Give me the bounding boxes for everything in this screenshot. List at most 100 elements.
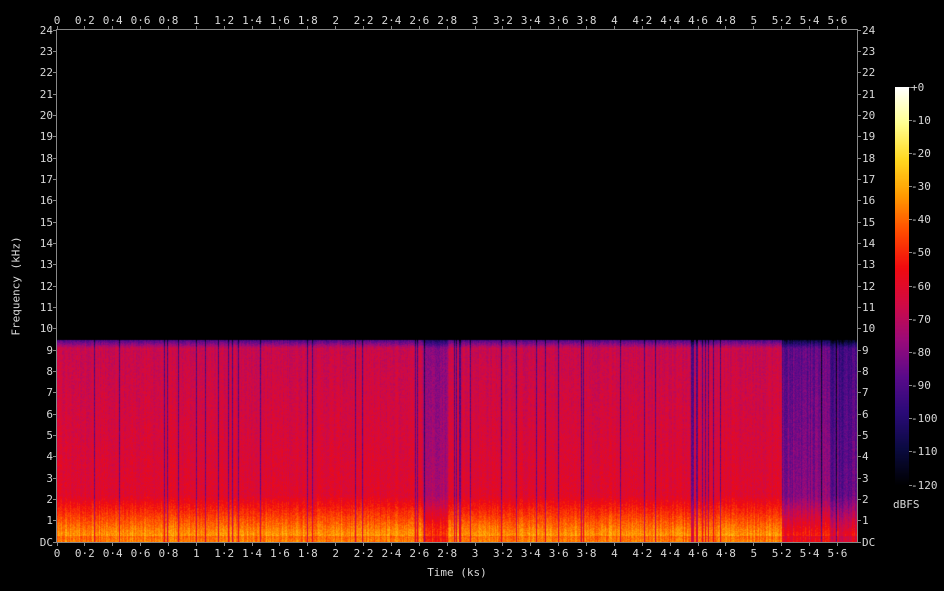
- y-tick-label-right: 4: [862, 450, 869, 464]
- x-tick-mark-top: [809, 26, 811, 30]
- y-tick-mark-left: [53, 541, 57, 543]
- x-tick-mark-top: [167, 26, 169, 30]
- x-tick-label-top: 4·6: [688, 14, 709, 27]
- y-tick-mark-left: [53, 328, 57, 330]
- y-tick-mark-right: [857, 72, 861, 74]
- y-tick-mark-left: [53, 306, 57, 308]
- x-tick-label-top: 5·6: [827, 14, 848, 27]
- x-tick-label-top: 0: [53, 14, 61, 27]
- x-tick-label-top: 3·2: [493, 14, 513, 27]
- y-tick-mark-left: [53, 242, 57, 244]
- x-tick-mark-bottom: [335, 542, 337, 546]
- y-tick-mark-right: [857, 541, 861, 543]
- y-tick-label-left: 15: [39, 215, 53, 229]
- y-tick-label-right: 6: [862, 407, 869, 421]
- y-tick-mark-right: [857, 456, 861, 458]
- x-tick-label-bottom: 3·2: [493, 547, 513, 560]
- y-tick-mark-left: [53, 114, 57, 116]
- y-tick-label-left: 18: [39, 151, 53, 165]
- x-tick-mark-bottom: [836, 542, 838, 546]
- y-tick-label-right: 14: [862, 236, 876, 250]
- x-tick-mark-bottom: [167, 542, 169, 546]
- y-tick-label-right: 8: [862, 364, 869, 378]
- y-tick-label-right: 16: [862, 194, 876, 208]
- x-tick-label-bottom: 3: [471, 547, 479, 560]
- colorbar-tick-mark: [909, 219, 912, 221]
- x-tick-label-bottom: 3·6: [548, 547, 569, 560]
- x-tick-label-top: 1·2: [214, 14, 235, 27]
- colorbar-tick-mark: [909, 451, 912, 453]
- x-tick-mark-top: [56, 26, 58, 30]
- x-tick-mark-bottom: [725, 542, 727, 546]
- x-tick-label-top: 0·8: [158, 14, 179, 27]
- x-tick-mark-bottom: [279, 542, 281, 546]
- y-axis-label: Frequency (kHz): [9, 236, 23, 336]
- x-tick-mark-bottom: [530, 542, 532, 546]
- y-tick-mark-left: [53, 370, 57, 372]
- x-tick-label-top: 3: [471, 14, 479, 27]
- x-tick-label-bottom: 3·4: [520, 547, 541, 560]
- y-tick-label-left: 7: [46, 386, 53, 400]
- x-tick-label-bottom: 0: [53, 547, 61, 560]
- x-tick-mark-top: [84, 26, 86, 30]
- colorbar-tick-label: -100: [911, 412, 938, 426]
- x-tick-mark-bottom: [84, 542, 86, 546]
- y-tick-label-right: 12: [862, 279, 876, 293]
- x-tick-mark-bottom: [613, 542, 615, 546]
- x-tick-mark-bottom: [502, 542, 504, 546]
- y-tick-label-left: 21: [39, 87, 53, 101]
- y-tick-label-left: 6: [46, 407, 53, 421]
- x-axis-label: Time (ks): [427, 566, 487, 579]
- y-tick-mark-right: [857, 349, 861, 351]
- y-tick-label-left: 11: [39, 300, 53, 314]
- x-tick-label-bottom: 3·8: [576, 547, 597, 560]
- y-tick-mark-left: [53, 72, 57, 74]
- y-tick-label-left: 19: [39, 130, 53, 144]
- x-tick-label-top: 3·4: [520, 14, 541, 27]
- x-tick-mark-top: [279, 26, 281, 30]
- y-tick-label-right: 18: [862, 151, 876, 165]
- x-tick-mark-bottom: [390, 542, 392, 546]
- x-tick-label-top: 0·4: [102, 14, 123, 27]
- y-tick-mark-right: [857, 285, 861, 287]
- x-tick-label-bottom: 2·4: [381, 547, 402, 560]
- y-tick-mark-right: [857, 413, 861, 415]
- colorbar-tick-mark: [909, 484, 912, 486]
- colorbar-tick-label: -20: [911, 146, 931, 160]
- y-tick-label-right: 22: [862, 66, 876, 80]
- x-tick-label-top: 1: [193, 14, 200, 27]
- x-tick-label-top: 4·2: [632, 14, 653, 27]
- x-tick-mark-bottom: [307, 542, 309, 546]
- y-tick-mark-right: [857, 136, 861, 138]
- x-tick-mark-top: [307, 26, 309, 30]
- x-tick-label-bottom: 2·6: [409, 547, 430, 560]
- y-tick-label-right: 3: [862, 471, 869, 485]
- x-tick-label-bottom: 0·4: [102, 547, 123, 560]
- y-tick-mark-left: [53, 50, 57, 52]
- x-tick-label-top: 4·8: [716, 14, 736, 27]
- y-tick-mark-right: [857, 200, 861, 202]
- x-tick-mark-bottom: [641, 542, 643, 546]
- y-tick-label-left: 1: [46, 514, 53, 528]
- colorbar-unit-label: dBFS: [893, 498, 920, 511]
- y-tick-label-right: 2: [862, 492, 869, 506]
- y-tick-mark-left: [53, 498, 57, 500]
- y-tick-label-right: 15: [862, 215, 876, 229]
- y-tick-mark-left: [53, 29, 57, 31]
- y-tick-mark-right: [857, 264, 861, 266]
- x-tick-mark-top: [140, 26, 142, 30]
- x-tick-mark-top: [586, 26, 588, 30]
- y-tick-mark-right: [857, 477, 861, 479]
- x-tick-label-bottom: 5·4: [799, 547, 820, 560]
- x-tick-label-bottom: 2: [332, 547, 340, 560]
- y-tick-mark-left: [53, 136, 57, 138]
- x-tick-label-top: 4·4: [660, 14, 681, 27]
- x-tick-label-bottom: 5: [750, 547, 758, 560]
- plot-frame: [56, 29, 858, 543]
- y-tick-label-left: 22: [39, 66, 53, 80]
- colorbar-tick-label: -70: [911, 312, 931, 326]
- y-tick-label-right: 13: [862, 258, 876, 272]
- x-tick-label-top: 1·6: [270, 14, 290, 27]
- y-tick-label-left: DC: [39, 535, 53, 549]
- y-tick-label-right: DC: [862, 535, 876, 549]
